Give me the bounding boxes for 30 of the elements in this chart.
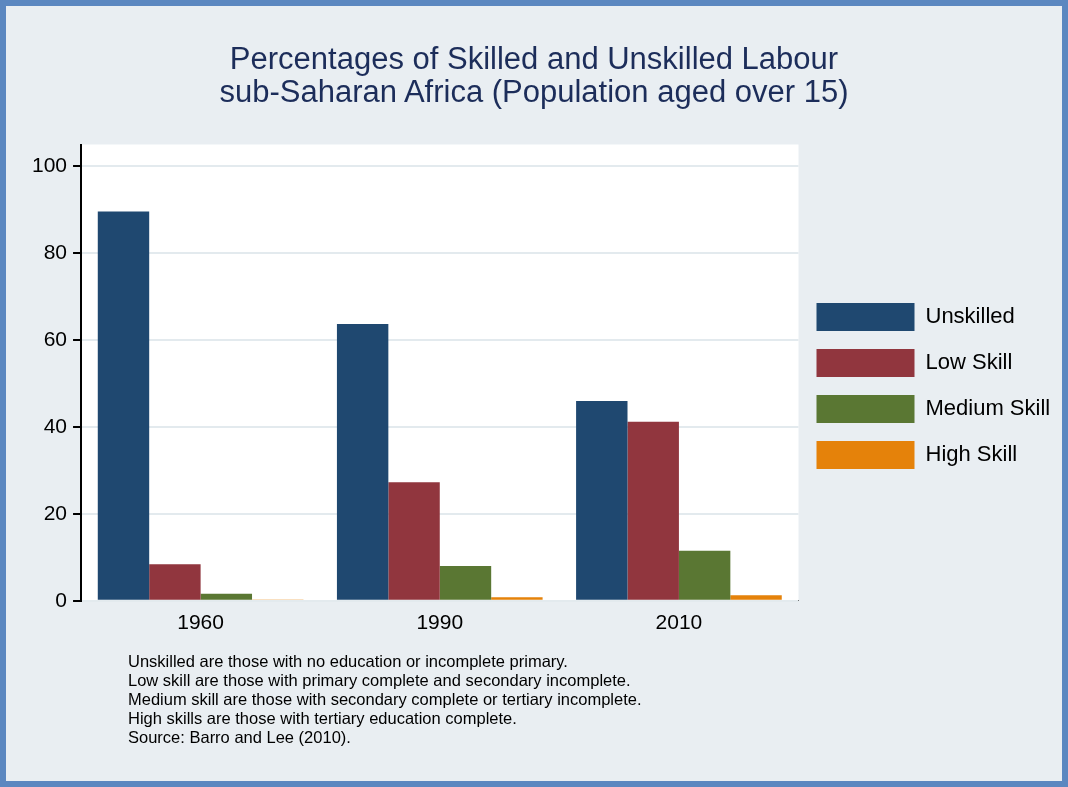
x-tick-label: 1960: [177, 610, 224, 634]
legend-label: High Skill: [925, 441, 1018, 467]
legend-label: Low Skill: [925, 349, 1013, 375]
y-tick-label: 0: [55, 587, 68, 611]
x-tick-label: 1990: [416, 610, 464, 634]
bar: [388, 482, 440, 600]
chart-title: Percentages of Skilled and Unskilled Labour sub-Saharan Africa (Population aged over 15): [218, 41, 850, 109]
bar: [576, 400, 628, 600]
bar: [730, 595, 782, 600]
y-tick-label: 80: [43, 240, 68, 264]
legend-label: Medium Skill: [925, 395, 1051, 421]
bar: [336, 324, 389, 600]
y-tick-label: 20: [43, 500, 68, 524]
source-note: Source: Barro and Lee (2010).: [128, 728, 352, 747]
x-tick-label: 2010: [655, 610, 703, 634]
y-tick-label: 60: [43, 326, 68, 350]
text: Low skill are those with primary complete and secondary incomplete.: [128, 671, 632, 690]
legend-label: Unskilled: [925, 303, 1015, 329]
bar: [97, 211, 150, 600]
bar: [491, 597, 543, 600]
bar: [149, 564, 201, 600]
y-tick-label: 40: [43, 413, 68, 437]
bar: [678, 550, 731, 600]
bar: [439, 566, 492, 600]
bar: [200, 593, 253, 600]
text: High skills are those with tertiary education complete.: [128, 709, 518, 728]
text: Unskilled are those with no education or incomplete primary.: [128, 652, 569, 671]
text: Medium skill are those with secondary complete or tertiary incomplete.: [128, 690, 642, 709]
y-tick-label: 100: [31, 153, 68, 177]
bar: [627, 421, 679, 600]
